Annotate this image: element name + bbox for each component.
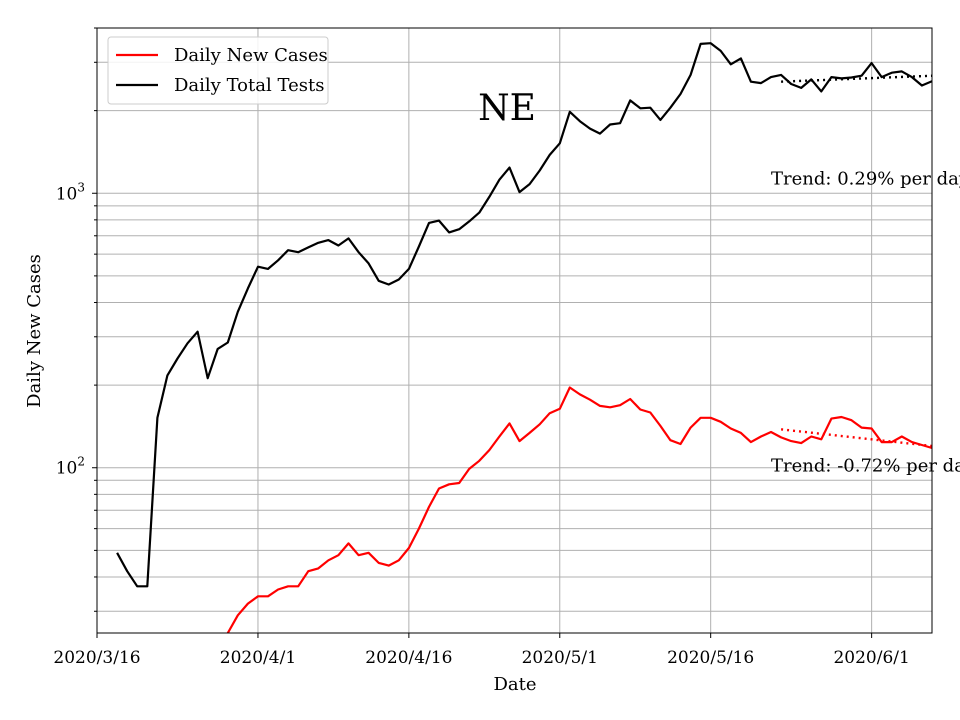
chart-title: NE xyxy=(478,88,536,129)
trend-annotation-tests: Trend: 0.29% per day xyxy=(771,169,960,190)
x-axis-label: Date xyxy=(493,674,536,695)
trend-line-cases xyxy=(780,428,932,448)
plot-area xyxy=(116,42,932,633)
legend-box xyxy=(107,36,329,105)
x-tick-label: 2020/5/16 xyxy=(667,648,754,668)
trend-line-tests xyxy=(781,74,932,83)
x-tick-label: 2020/4/1 xyxy=(220,648,296,668)
legend: Daily New Cases Daily Total Tests xyxy=(107,36,329,105)
x-axis: 2020/3/16 2020/4/1 2020/4/16 2020/5/1 2020/5… xyxy=(53,633,910,668)
y-tick-label: 102 xyxy=(56,455,85,479)
legend-label-tests: Daily Total Tests xyxy=(174,75,324,96)
series-line-daily-new-cases xyxy=(226,386,932,633)
series-line-daily-total-tests xyxy=(116,42,932,588)
x-tick-label: 2020/3/16 xyxy=(53,648,140,668)
x-tick-label: 2020/5/1 xyxy=(522,648,598,668)
x-tick-label: 2020/6/1 xyxy=(833,648,909,668)
y-axis: 102 103 xyxy=(56,27,97,612)
grid xyxy=(96,27,932,633)
y-tick-label: 103 xyxy=(56,180,85,204)
legend-label-cases: Daily New Cases xyxy=(174,45,328,66)
y-axis-label: Daily New Cases xyxy=(24,254,45,408)
trend-annotation-cases: Trend: -0.72% per day xyxy=(771,455,960,476)
axes-frame xyxy=(96,27,933,634)
x-tick-label: 2020/4/16 xyxy=(365,648,452,668)
